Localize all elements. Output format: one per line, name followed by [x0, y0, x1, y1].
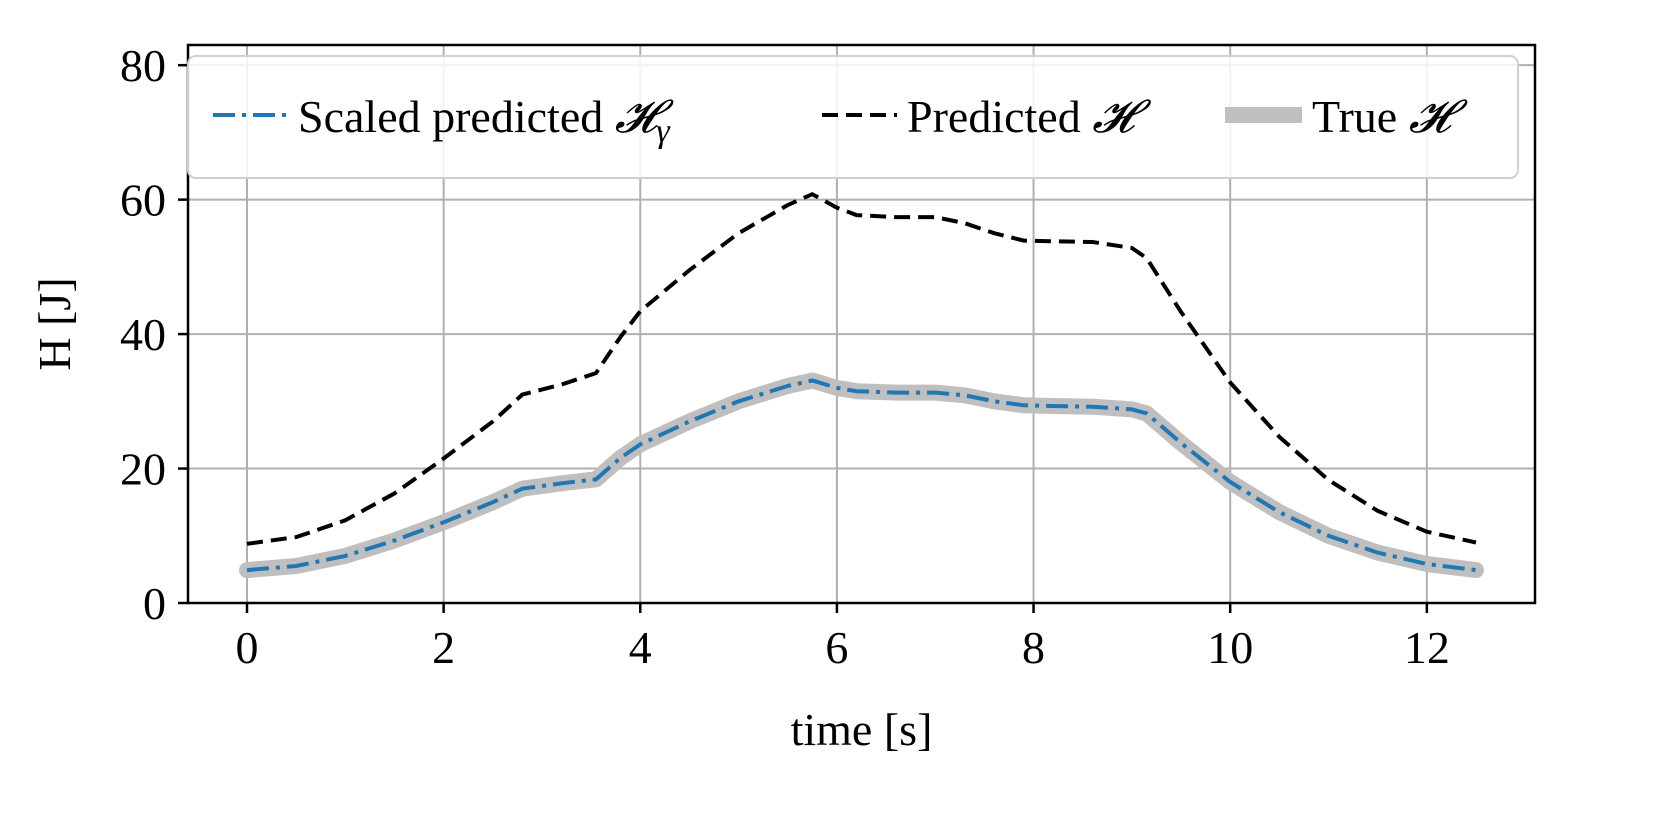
legend-subscript: γ: [656, 113, 671, 150]
legend: Scaled predicted 𝓗γ Predicted 𝓗 True 𝓗: [187, 55, 1519, 179]
x-tick-label: 12: [1404, 622, 1450, 673]
x-tick-label: 0: [235, 622, 258, 673]
x-tick-label: 8: [1022, 622, 1045, 673]
legend-prefix: Scaled predicted: [298, 91, 615, 142]
x-tick-label: 10: [1207, 622, 1253, 673]
y-tick-label: 40: [120, 309, 166, 360]
x-axis-label: time [s]: [791, 704, 933, 755]
x-tick-label: 2: [432, 622, 455, 673]
legend-prefix: Predicted: [907, 91, 1092, 142]
series-line-predicted: [246, 191, 1477, 546]
y-tick-label: 60: [120, 175, 166, 226]
series-layer: [239, 191, 1484, 579]
series-line-true: [239, 372, 1484, 579]
legend-label-scaled-predicted: Scaled predicted 𝓗γ: [298, 91, 674, 150]
legend-label-predicted: Predicted 𝓗: [907, 91, 1151, 142]
y-axis-label: H [J]: [29, 277, 80, 370]
y-tick-label: 20: [120, 444, 166, 495]
series-line-scaled-predicted: [246, 378, 1477, 573]
y-tick-label: 80: [120, 40, 166, 91]
legend-label-true: True 𝓗: [1312, 91, 1468, 142]
axis-ticks: 0 2 4 6 8 10 12 0 20 40 60 80: [120, 40, 1450, 673]
y-tick-label: 0: [143, 578, 166, 629]
plot-frame: [186, 43, 1537, 605]
legend-prefix: True: [1312, 91, 1409, 142]
x-tick-label: 6: [825, 622, 848, 673]
x-tick-label: 4: [629, 622, 652, 673]
